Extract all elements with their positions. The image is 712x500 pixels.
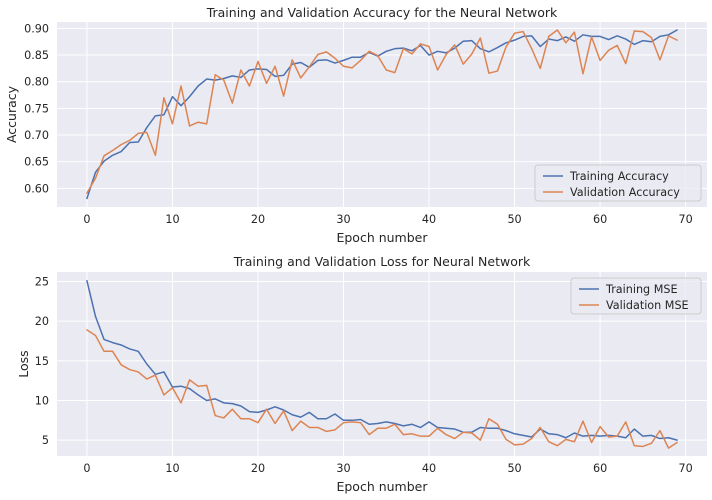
chart-2-x-tick-label: 50 bbox=[507, 462, 521, 475]
chart-1-x-axis-label: Epoch number bbox=[336, 230, 428, 245]
chart-2-series-training-mse bbox=[86, 279, 678, 441]
chart-1-y-tick-label: 0.70 bbox=[24, 129, 49, 142]
chart-2: 0 10 20 30 40 50 60 70 5 10 15 20 25 Training and Val… bbox=[16, 254, 707, 494]
chart-2-legend-label-training-mse: Training MSE bbox=[605, 283, 678, 296]
chart-2-x-tick-label: 10 bbox=[165, 462, 179, 475]
chart-2-y-tick-label: 20 bbox=[35, 315, 49, 328]
chart-1-y-tick-label: 0.85 bbox=[24, 49, 49, 62]
chart-1-y-axis-label: Accuracy bbox=[4, 85, 19, 143]
chart-1-y-tick-label: 0.60 bbox=[24, 182, 49, 195]
chart-1-y-tick-label: 0.75 bbox=[24, 102, 49, 115]
chart-1-x-tick-label: 10 bbox=[165, 213, 179, 226]
chart-1-x-tick-label: 70 bbox=[678, 213, 692, 226]
chart-1-x-tick-label: 40 bbox=[422, 213, 436, 226]
chart-2-y-tick-label: 25 bbox=[35, 276, 49, 289]
chart-2-y-axis-label: Loss bbox=[16, 350, 31, 377]
chart-1-y-tick-label: 0.90 bbox=[24, 22, 49, 35]
chart-2-x-tick-label: 20 bbox=[251, 462, 265, 475]
chart-2-y-tick-label: 5 bbox=[42, 434, 49, 447]
chart-2-x-tick-label: 40 bbox=[422, 462, 436, 475]
chart-1-legend-box bbox=[534, 164, 702, 202]
chart-1-y-tick-label: 0.80 bbox=[24, 76, 49, 89]
chart-2-series-validation-mse bbox=[86, 329, 678, 449]
chart-1-legend-label-training-accuracy: Training Accuracy bbox=[569, 170, 669, 183]
chart-2-y-tick-label: 15 bbox=[35, 355, 49, 368]
chart-1-legend-label-validation-accuracy: Validation Accuracy bbox=[570, 186, 680, 199]
chart-2-x-tick-label: 60 bbox=[593, 462, 607, 475]
chart-1-x-tick-label: 50 bbox=[507, 213, 521, 226]
chart-1-x-tick-label: 20 bbox=[251, 213, 265, 226]
chart-2-y-tick-label: 10 bbox=[35, 394, 49, 407]
chart-2-x-tick-label: 30 bbox=[336, 462, 350, 475]
chart-2-x-axis-label: Epoch number bbox=[336, 479, 428, 494]
chart-1: 0 10 20 30 40 50 60 70 0.60 0.65 0.70 0.75 0.80 0.85 0… bbox=[4, 5, 707, 245]
chart-1-x-tick-label: 0 bbox=[83, 213, 90, 226]
chart-2-legend-label-validation-mse: Validation MSE bbox=[606, 299, 689, 312]
chart-1-x-tick-label: 60 bbox=[593, 213, 607, 226]
chart-2-title: Training and Validation Loss for Neural … bbox=[233, 254, 531, 269]
chart-2-x-tick-label: 0 bbox=[83, 462, 90, 475]
chart-2-x-tick-label: 70 bbox=[678, 462, 692, 475]
chart-1-legend: Training Accuracy Validation Accuracy bbox=[534, 164, 702, 202]
chart-1-y-tick-label: 0.65 bbox=[24, 156, 49, 169]
chart-2-legend: Training MSE Validation MSE bbox=[570, 277, 702, 315]
chart-1-x-tick-label: 30 bbox=[336, 213, 350, 226]
chart-1-title: Training and Validation Accuracy for the… bbox=[206, 5, 558, 20]
chart-1-series-training-accuracy bbox=[86, 29, 678, 200]
chart-2-legend-box bbox=[570, 277, 702, 315]
chart-1-series-validation-accuracy bbox=[86, 29, 678, 194]
